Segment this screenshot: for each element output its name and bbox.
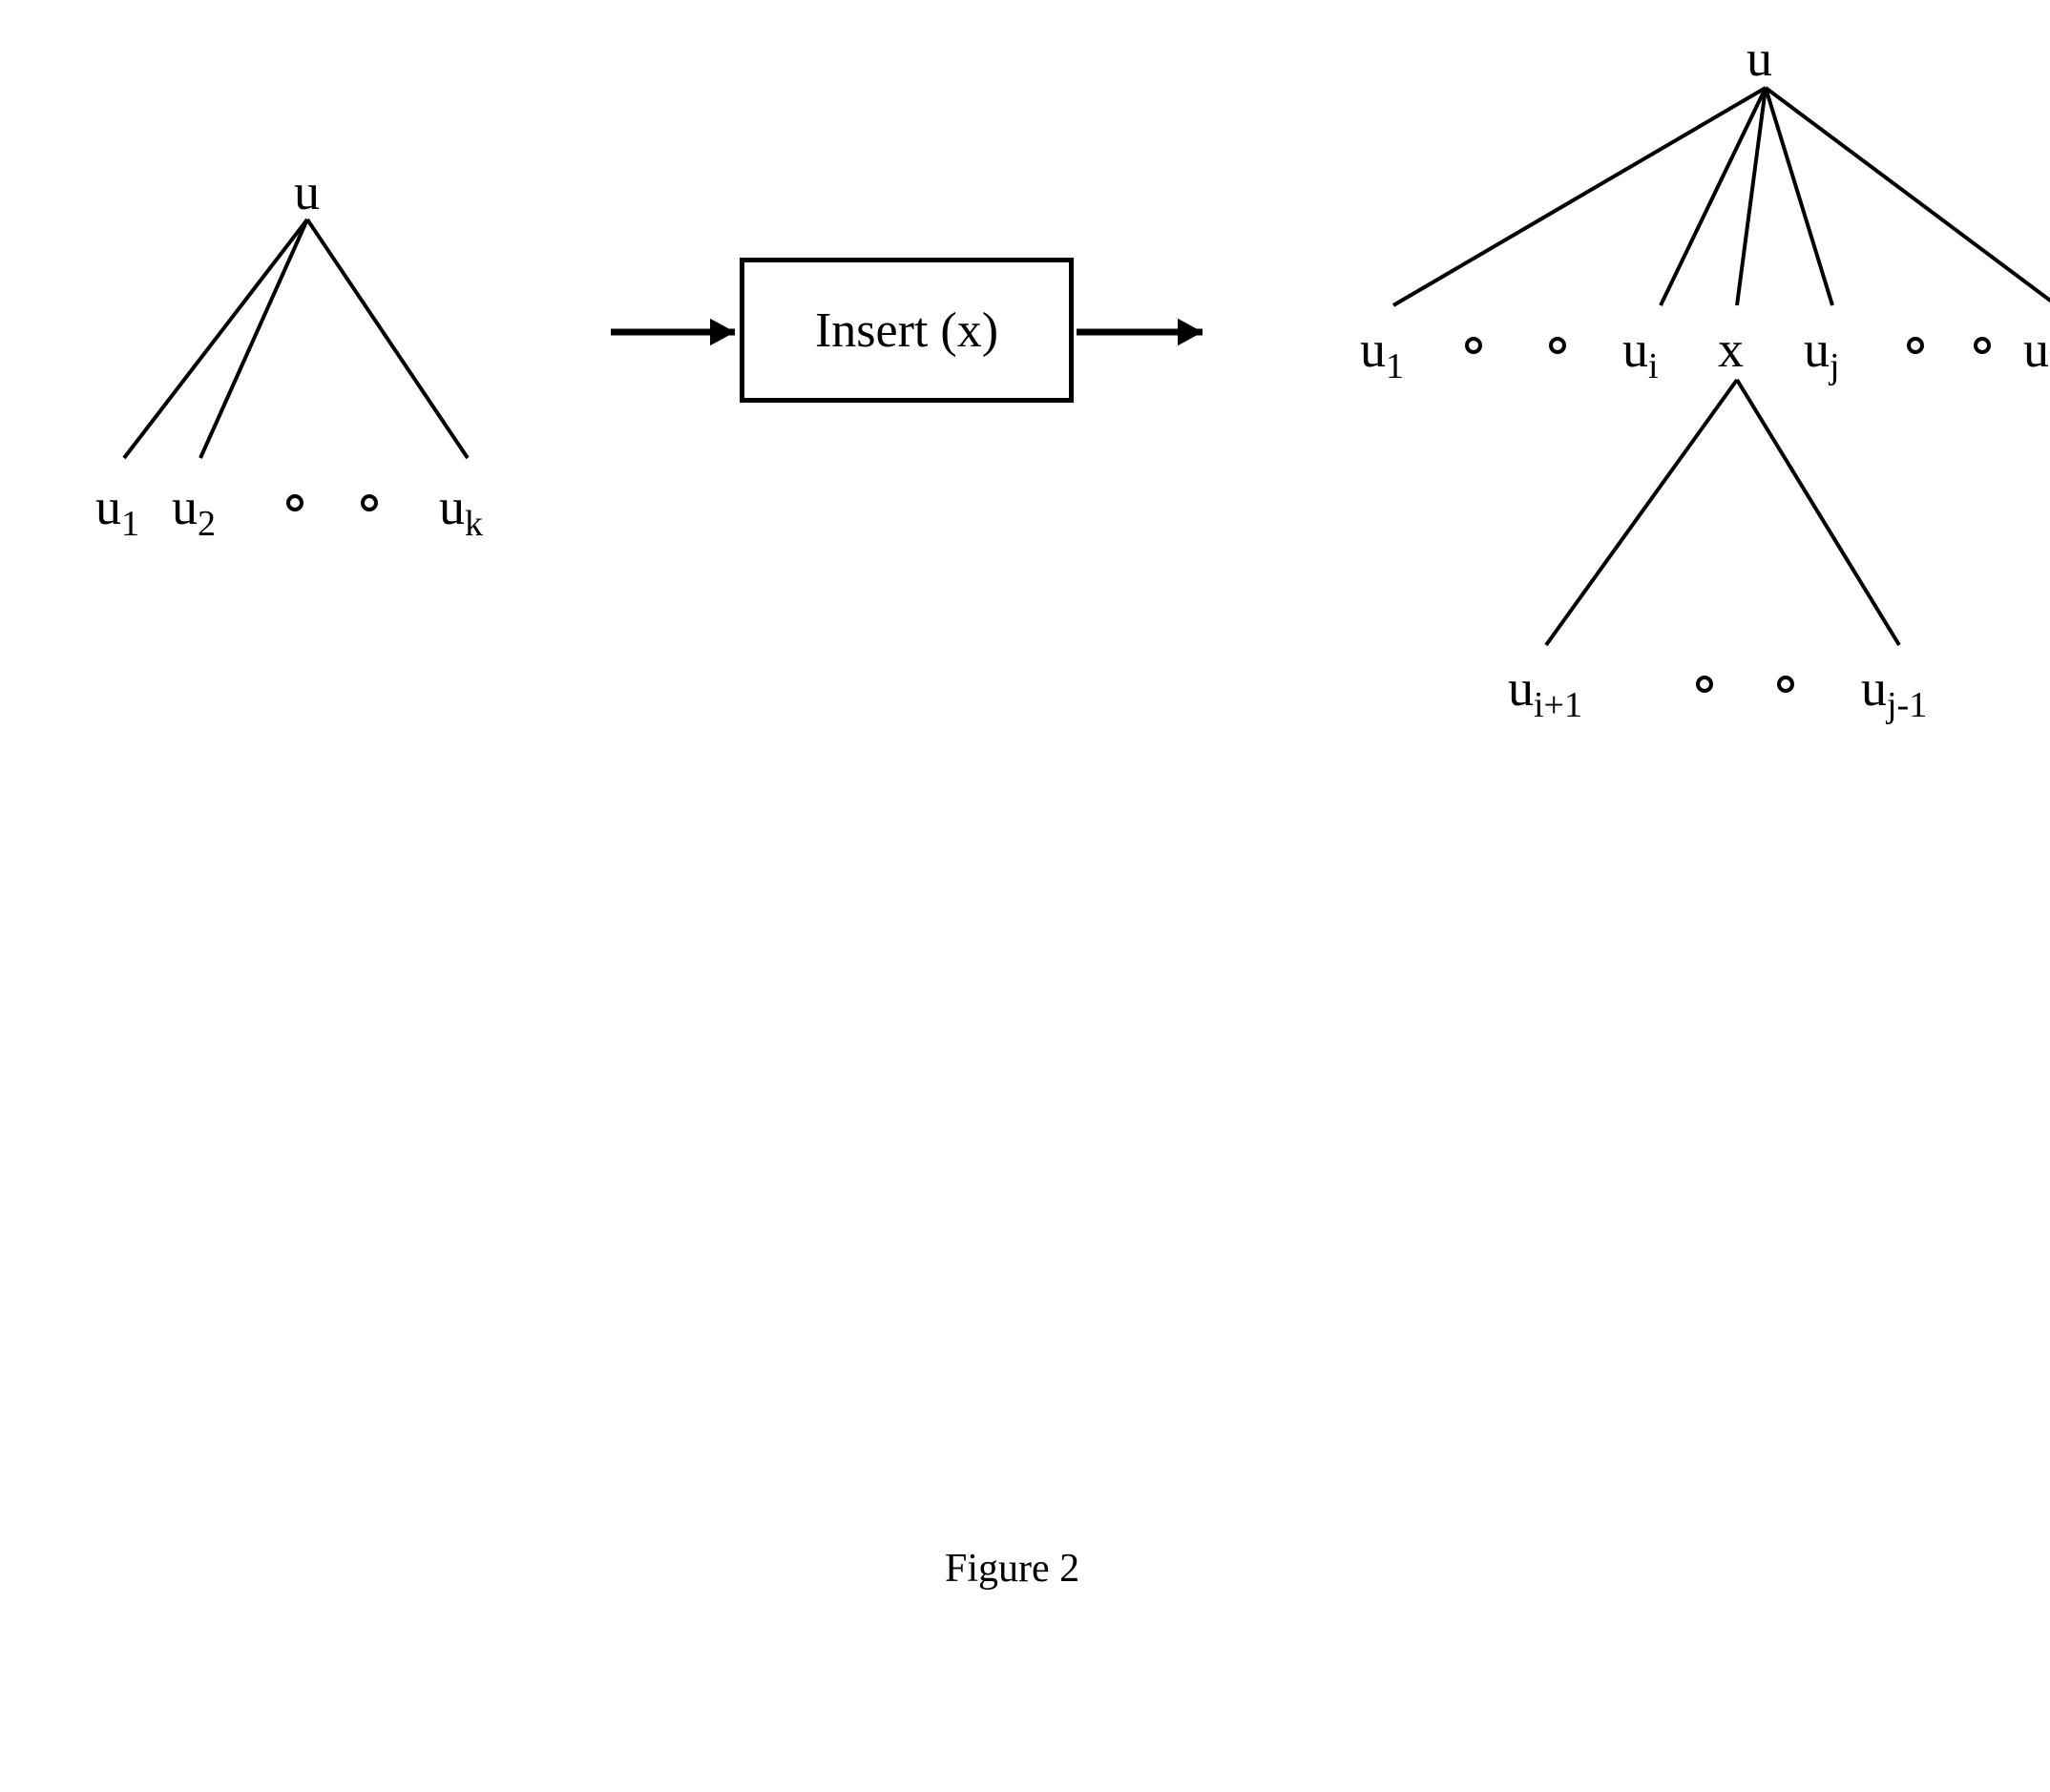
figure-caption: Figure 2 [945, 1546, 1079, 1592]
tree-insert-diagram: u u1 u2 uk u u1 uix uj uk ui+1 uj-1 Insert (x) Fig… [0, 0, 2050, 1792]
ellipsis-circle [1974, 337, 1991, 354]
right-tree-level1-node: x [1718, 320, 1744, 379]
ellipsis-circle [1696, 676, 1713, 693]
ellipsis-circle [1549, 337, 1566, 354]
left-tree-root: u [294, 162, 320, 221]
right-tree-level1-node: u1 [1360, 320, 1404, 387]
right-tree-level2-node: uj-1 [1861, 658, 1927, 726]
right-tree-level2-node: ui+1 [1508, 658, 1582, 726]
ellipsis-circle [286, 494, 303, 511]
right-tree-root: u [1747, 29, 1772, 88]
ellipsis-circle [1465, 337, 1482, 354]
right-tree-level1-node: uk [2023, 320, 2050, 387]
insert-operation-box: Insert (x) [740, 258, 1074, 403]
ellipsis-circle [361, 494, 378, 511]
right-tree-level1-node: uj [1804, 320, 1840, 387]
ellipsis-circle [1907, 337, 1924, 354]
left-tree-child: u1 [95, 477, 139, 545]
ellipsis-circle [1777, 676, 1794, 693]
left-tree-child: uk [439, 477, 483, 545]
left-tree-child: u2 [172, 477, 216, 545]
insert-box-label: Insert (x) [815, 302, 998, 359]
right-tree-level1-node: ui [1622, 320, 1659, 387]
